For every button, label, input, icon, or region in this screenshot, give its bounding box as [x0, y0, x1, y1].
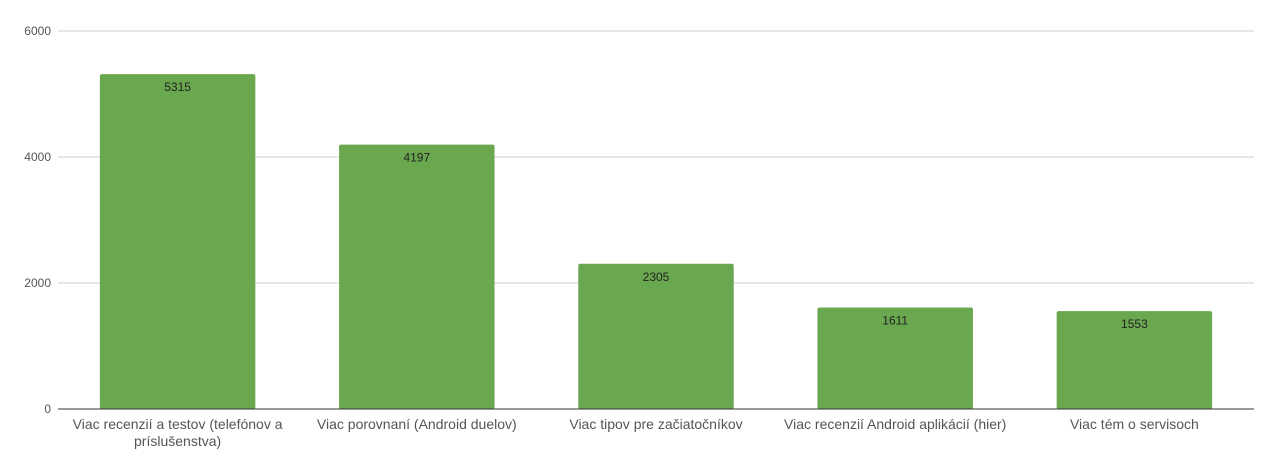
x-category-label-line: Viac porovnaní (Android duelov)	[317, 416, 517, 432]
x-category-label-line: Viac recenzií Android aplikácií (hier)	[784, 416, 1006, 432]
bars	[99, 74, 1213, 410]
y-tick-label: 0	[44, 402, 51, 416]
bar	[578, 263, 734, 409]
x-category-label: Viac tém o servisoch	[1070, 416, 1199, 432]
bar	[817, 307, 973, 409]
x-category-label: Viac porovnaní (Android duelov)	[317, 416, 517, 432]
x-category-label-line: Viac tipov pre začiatočníkov	[569, 416, 742, 432]
y-tick-label: 4000	[24, 150, 51, 164]
x-category-label: Viac recenzií Android aplikácií (hier)	[784, 416, 1006, 432]
x-category-label: Viac recenzií a testov (telefónov a prísl…	[73, 416, 283, 449]
x-category-label-line: Viac recenzií a testov (telefónov a	[73, 416, 283, 432]
bar	[339, 144, 495, 410]
bar	[99, 74, 256, 409]
y-tick-label: 6000	[24, 24, 51, 38]
bar-data-label: 5315	[164, 80, 191, 94]
bar-data-label: 1611	[882, 314, 908, 328]
x-category-label-line: Viac tém o servisoch	[1070, 416, 1199, 432]
bar	[1056, 311, 1213, 409]
x-category-label-line: príslušenstva)	[134, 433, 221, 449]
bar-data-label: 4197	[403, 151, 430, 165]
labels: 0 2000 4000 6000 5315 Viac recenzií a testov …	[24, 24, 1199, 449]
bar-data-label: 2305	[643, 270, 670, 284]
x-category-label: Viac tipov pre začiatočníkov	[569, 416, 742, 432]
bar-data-label: 1553	[1121, 317, 1148, 331]
y-tick-label: 2000	[24, 276, 51, 290]
